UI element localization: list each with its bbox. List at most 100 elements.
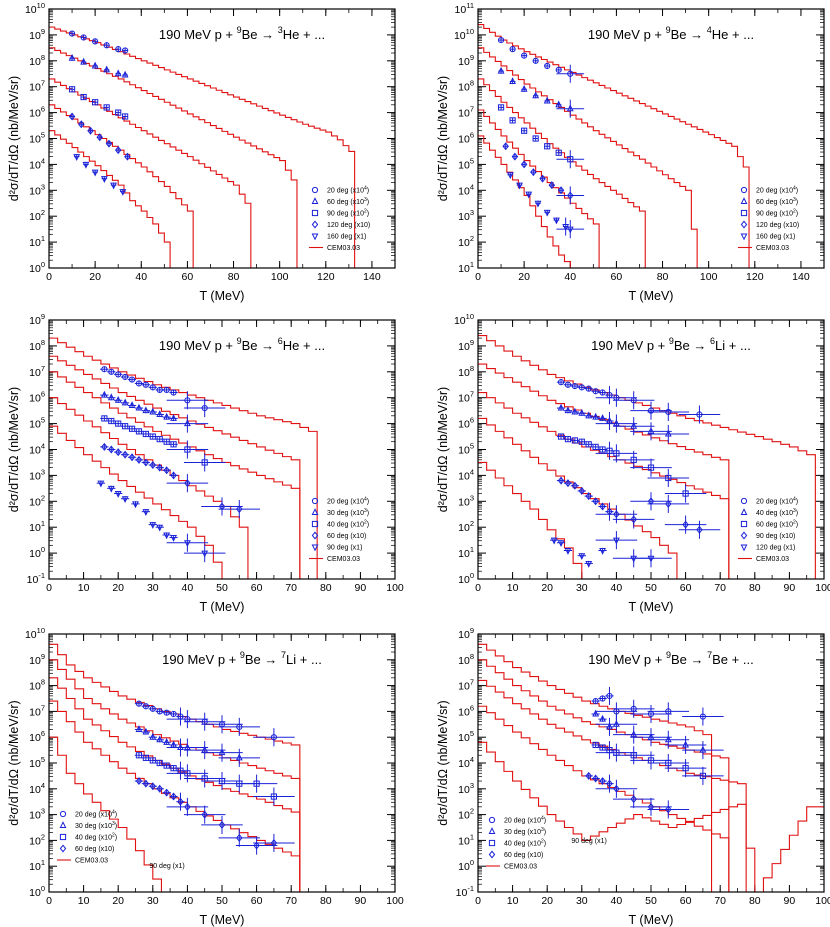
data-point-160-deg <box>562 224 570 231</box>
data-point-60-deg <box>218 502 226 511</box>
cem-line-30-deg <box>49 659 301 892</box>
data-point-90-deg <box>647 497 655 506</box>
data-point-90-deg <box>183 540 191 548</box>
data-point-30-deg <box>183 419 191 427</box>
x-tick-label: 100 <box>271 271 289 283</box>
y-tick-label: 10-1 <box>27 571 45 586</box>
data-point-160-deg <box>553 217 560 225</box>
data-point-20-deg <box>555 66 562 73</box>
x-tick-label: 120 <box>317 271 335 283</box>
legend-marker <box>311 233 319 241</box>
data-point-90-deg <box>115 109 122 116</box>
data-point-40-deg <box>156 759 163 767</box>
x-tick-label: 80 <box>320 582 332 594</box>
x-tick-label: 80 <box>320 895 332 907</box>
legend-label: 20 deg (x104) <box>756 497 798 506</box>
chart-panel-1: 0 20 40 60 80 100 120 140 100 101 102 103 104 105 106 1… <box>7 1 396 303</box>
data-point-90-deg <box>170 535 177 542</box>
cem-curves <box>478 23 750 268</box>
x-tick-label: 30 <box>147 895 159 907</box>
x-tick-label: 60 <box>251 895 263 907</box>
y-tick-label: 106 <box>458 703 474 718</box>
data-point-20-deg <box>647 407 655 414</box>
chart-title: 190 MeV p + 9Be → 6Li + ... <box>591 336 751 353</box>
data-point-60-deg <box>599 777 606 786</box>
y-tick-label: 107 <box>458 390 474 405</box>
x-tick-label: 80 <box>749 582 761 594</box>
y-tick-label: 104 <box>29 781 45 796</box>
x-tick-label: 50 <box>216 582 228 594</box>
data-point-30-deg <box>170 740 177 748</box>
data-point-120-deg <box>114 146 122 155</box>
data-point-40-deg <box>156 436 163 443</box>
data-point-30-deg <box>135 725 143 732</box>
y-tick-label: 109 <box>458 338 474 353</box>
data-point-30-deg <box>682 740 690 748</box>
cem-line-40-deg <box>49 371 301 579</box>
y-tick-label: 109 <box>29 652 45 667</box>
legend-label: 30 deg (x103) <box>327 508 369 517</box>
legend-label: 60 deg (x103) <box>756 197 798 206</box>
data-point-60-deg <box>114 69 122 77</box>
data-point-90-deg <box>509 117 516 124</box>
y-tick-label: 105 <box>458 729 474 744</box>
x-tick-label: 90 <box>784 895 796 907</box>
legend-label: 120 deg (x10) <box>327 222 370 229</box>
data-point-30-deg <box>218 748 226 756</box>
legend-marker <box>740 220 748 229</box>
data-point-90-deg <box>557 476 565 485</box>
data-point-120-deg <box>548 181 556 190</box>
data-point-40-deg <box>135 752 143 759</box>
data-point-40-deg <box>201 459 208 466</box>
data-point-60-deg <box>236 833 243 842</box>
data-point-90-deg <box>613 510 620 519</box>
data-point-60-deg <box>163 466 170 475</box>
y-tick-label: 107 <box>458 678 474 693</box>
data-point-60-deg <box>135 455 143 464</box>
x-tick-label: 10 <box>78 582 90 594</box>
x-tick-label: 60 <box>251 582 263 594</box>
cem-line-60-deg <box>49 47 298 268</box>
data-point-20-deg <box>571 382 578 390</box>
legend-label: CEM03.03 <box>756 245 789 252</box>
data-point-60-deg <box>520 84 528 92</box>
data-point-60-deg <box>163 788 170 797</box>
data-point-30-deg <box>100 390 108 398</box>
data-point-20-deg <box>564 381 572 388</box>
legend-marker <box>59 844 67 853</box>
chart-title: 190 MeV p + 9Be → 7Li + ... <box>162 650 322 667</box>
data-point-20-deg <box>592 697 599 705</box>
legend-marker <box>311 531 319 540</box>
legend: 20 deg (x104) 60 deg (x103) 90 deg (x102) 1… <box>738 186 799 252</box>
legend-label: 60 deg (x10) <box>504 852 543 859</box>
data-point-60-deg <box>201 810 208 819</box>
y-axis-label: d²σ/dT/dΩ (nb/MeV/sr) <box>7 700 21 825</box>
data-point-120-deg <box>539 174 546 183</box>
data-point-20-deg <box>599 389 606 396</box>
data-point-20-deg <box>585 385 592 392</box>
data-point-60-deg <box>156 784 163 793</box>
data-point-60-deg <box>177 797 184 806</box>
data-point-120-deg <box>68 112 76 121</box>
cem-line-20-deg <box>49 26 356 268</box>
legend-marker <box>740 508 748 515</box>
data-point-40-deg <box>630 421 638 429</box>
data-point-60-deg <box>557 433 565 440</box>
data-point-90-deg <box>132 501 139 509</box>
data-point-120-deg <box>78 120 85 129</box>
data-point-90-deg <box>80 93 87 101</box>
data-points <box>134 700 295 855</box>
legend-label: 120 deg (x10) <box>756 222 799 229</box>
data-point-90-deg <box>578 486 586 495</box>
data-point-120-deg <box>124 152 131 161</box>
y-tick-label: 1010 <box>454 27 474 42</box>
legend-marker <box>488 839 496 847</box>
data-point-40-deg <box>592 412 600 420</box>
x-tick-label: 20 <box>541 582 553 594</box>
x-tick-label: 100 <box>700 271 718 283</box>
data-point-90-deg <box>682 520 689 529</box>
data-point-120-deg <box>557 540 565 548</box>
data-point-20-deg <box>115 371 122 378</box>
legend-marker <box>740 531 748 540</box>
plot-frame <box>477 8 825 269</box>
